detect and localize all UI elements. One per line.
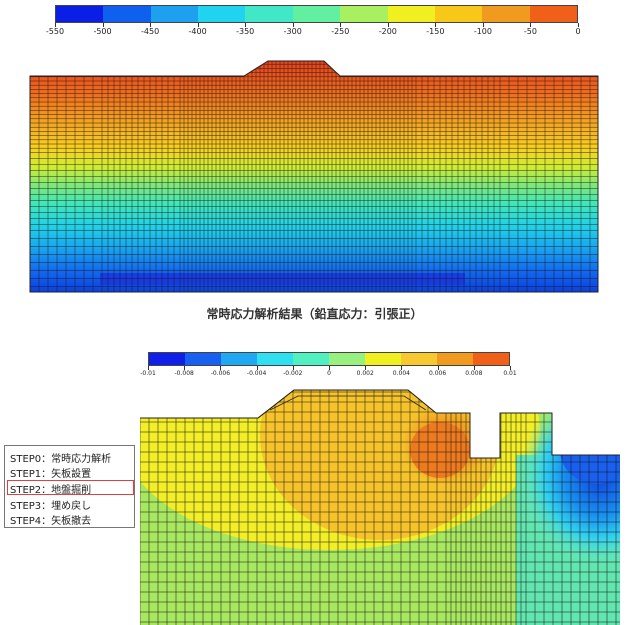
top-legend-tick-labels: -550 -500 -450 -400 -350 -300 -250 -200 -150 -100… <box>46 27 581 39</box>
legend-tick-label: -200 <box>378 27 397 36</box>
legend-tick-mark <box>578 23 579 27</box>
legend-tick-label: -400 <box>188 27 207 36</box>
legend-tick-mark <box>292 366 294 370</box>
bottom-legend-tick-labels: -0.01 -0.008 -0.006 -0.004 -0.002 0 0.002 0.004… <box>140 370 516 382</box>
figure-caption: 常時応力解析結果（鉛直応力：引張正） <box>206 307 423 321</box>
legend-tick-label: 0 <box>327 370 331 377</box>
legend-tick-label: -500 <box>93 27 112 36</box>
bottom-color-legend <box>148 352 510 366</box>
legend-swatch <box>482 6 530 22</box>
legend-tick-label: -150 <box>426 27 445 36</box>
legend-tick-label: 0 <box>575 27 581 36</box>
legend-tick-label: 0.008 <box>465 370 483 377</box>
legend-swatch <box>56 6 104 22</box>
top-legend-tickmarks <box>55 23 579 27</box>
legend-swatch <box>245 6 293 22</box>
legend-tick-mark <box>184 366 186 370</box>
legend-tick-label: -0.002 <box>283 370 303 377</box>
legend-tick-mark <box>256 366 258 370</box>
legend-tick-mark <box>401 366 403 370</box>
legend-tick-label: 0.006 <box>429 370 447 377</box>
step-item: STEP2：地盤掘削 <box>10 485 92 496</box>
legend-tick-mark <box>482 23 484 27</box>
bottom-legend-tickmarks <box>148 366 511 370</box>
legend-tick-label: -550 <box>45 27 65 36</box>
legend-tick-mark <box>55 23 56 27</box>
top-color-legend <box>55 5 578 23</box>
legend-tick-label: -50 <box>523 27 537 36</box>
legend-tick-label: -0.004 <box>246 370 267 377</box>
step-item: STEP3：埋め戻し <box>10 501 92 512</box>
legend-tick-mark <box>510 366 511 370</box>
legend-tick-label: -0.006 <box>210 370 231 377</box>
legend-tick-label: -100 <box>473 27 492 36</box>
vertical-stress-contour-model <box>29 60 599 293</box>
legend-tick-label: -250 <box>331 27 350 36</box>
step-item: STEP0：常時応力解析 <box>10 454 112 465</box>
legend-swatch <box>387 6 435 22</box>
legend-swatch <box>292 6 341 22</box>
legend-tick-mark <box>292 23 294 27</box>
legend-swatch <box>257 353 293 365</box>
legend-tick-label: -350 <box>236 27 255 36</box>
legend-swatch <box>473 353 509 365</box>
legend-swatch <box>293 353 329 365</box>
legend-tick-label: 0.002 <box>356 370 374 377</box>
legend-swatch <box>198 6 246 22</box>
legend-tick-mark <box>340 23 342 27</box>
legend-tick-mark <box>530 23 532 27</box>
legend-tick-mark <box>197 23 199 27</box>
legend-tick-mark <box>435 23 437 27</box>
legend-swatch <box>149 353 185 365</box>
legend-swatch <box>340 6 388 22</box>
legend-tick-label: -0.008 <box>174 370 194 377</box>
legend-tick-label: 0.01 <box>503 370 517 377</box>
legend-tick-mark <box>437 366 439 370</box>
legend-swatch <box>437 353 473 365</box>
legend-swatch <box>150 6 199 22</box>
legend-tick-label: 0.004 <box>392 370 410 377</box>
legend-tick-label: -0.01 <box>140 370 156 377</box>
legend-swatch <box>329 353 365 365</box>
legend-swatch <box>529 6 577 22</box>
step-item: STEP4：矢板撤去 <box>10 516 92 527</box>
legend-tick-mark <box>150 23 152 27</box>
legend-swatch <box>103 6 151 22</box>
legend-swatch <box>365 353 401 365</box>
legend-swatch <box>434 6 483 22</box>
legend-tick-label: -300 <box>283 27 302 36</box>
step-item: STEP1：矢板設置 <box>10 469 92 480</box>
legend-tick-mark <box>148 366 149 370</box>
legend-tick-mark <box>365 366 367 370</box>
legend-tick-mark <box>473 366 475 370</box>
legend-tick-mark <box>220 366 222 370</box>
legend-swatch <box>401 353 437 365</box>
legend-swatch <box>221 353 257 365</box>
analysis-step-list: STEP0：常時応力解析 STEP1：矢板設置 STEP2：地盤掘削 STEP3… <box>4 445 135 528</box>
legend-tick-mark <box>245 23 247 27</box>
legend-tick-mark <box>387 23 389 27</box>
legend-tick-mark <box>329 366 330 370</box>
selected-step-highlight <box>7 480 134 495</box>
legend-tick-label: -450 <box>141 27 160 36</box>
legend-swatch <box>185 353 221 365</box>
legend-tick-mark <box>102 23 104 27</box>
